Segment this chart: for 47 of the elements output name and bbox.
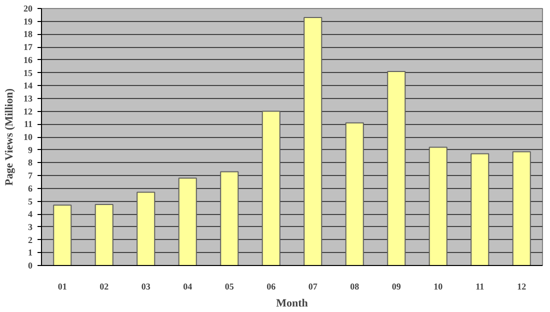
y-tick-label: 4	[28, 209, 33, 220]
bar	[262, 110, 280, 266]
y-tick-label: 5	[28, 196, 33, 206]
y-tick-label: 11	[24, 119, 33, 130]
x-axis-title: Month	[276, 298, 308, 310]
x-tick-label: 07	[308, 282, 318, 292]
y-tick-label: 3	[28, 222, 33, 232]
y-tick-label: 0	[28, 260, 33, 270]
bar	[94, 204, 114, 266]
bar	[53, 204, 72, 266]
y-tick-label: 10	[24, 132, 33, 142]
bar	[136, 192, 156, 266]
y-tick-label: 9	[28, 144, 33, 155]
y-tick-label: 8	[28, 158, 33, 168]
x-tick-label: 02	[100, 282, 110, 292]
y-tick-label: 14	[24, 80, 33, 91]
y-tick-label: 17	[24, 42, 33, 52]
x-tick-label: 03	[141, 282, 151, 292]
x-tick-label: 05	[224, 282, 234, 292]
x-tick-label: 09	[392, 282, 402, 292]
y-tick-label: 2	[28, 234, 33, 245]
x-tick-label: 08	[350, 282, 360, 292]
y-tick-label: 12	[24, 106, 33, 116]
bar	[387, 70, 406, 266]
y-tick-label: 19	[24, 16, 33, 26]
y-tick-label: 1	[28, 248, 33, 258]
bar	[304, 16, 322, 266]
x-tick-label: 04	[183, 282, 193, 292]
bar	[512, 151, 531, 266]
bar	[178, 178, 197, 266]
y-tick-label: 13	[24, 93, 33, 104]
bar	[428, 146, 448, 266]
x-tick-label: 01	[58, 282, 68, 292]
bar	[345, 122, 364, 266]
x-tick-label: 12	[517, 282, 527, 292]
y-tick-label: 7	[28, 170, 33, 181]
y-tick-label: 18	[24, 29, 33, 40]
x-tick-label: 11	[476, 282, 485, 292]
y-tick-label: 20	[24, 4, 33, 14]
y-axis-title: Page Views (Million)	[4, 88, 16, 186]
y-tick-label: 16	[24, 54, 33, 65]
y-tick-label: 6	[28, 183, 33, 194]
bar	[470, 153, 490, 266]
y-tick-label: 15	[24, 68, 33, 78]
x-tick-label: 10	[434, 282, 444, 292]
bar	[220, 171, 239, 266]
x-tick-label: 06	[266, 282, 276, 292]
